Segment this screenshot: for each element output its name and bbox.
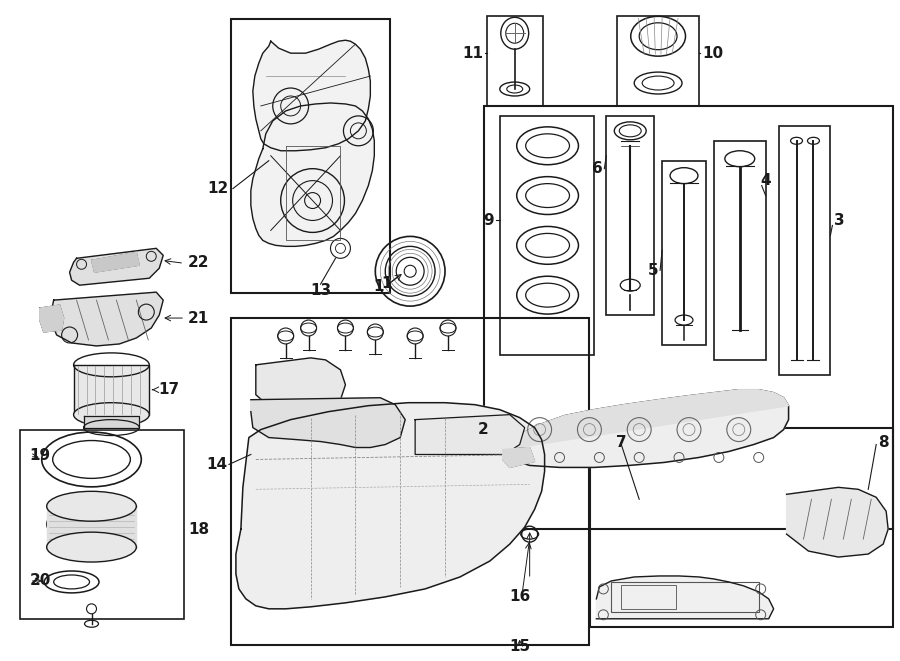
Text: 10: 10: [702, 46, 723, 61]
Bar: [617, 17, 699, 106]
Text: 19: 19: [30, 448, 51, 463]
Bar: [20, 430, 184, 619]
Bar: [231, 19, 391, 293]
Polygon shape: [74, 365, 149, 414]
Ellipse shape: [74, 403, 149, 426]
Ellipse shape: [47, 491, 136, 521]
Text: 1: 1: [381, 276, 392, 291]
Text: 17: 17: [158, 382, 179, 397]
Bar: [621, 585, 676, 609]
Polygon shape: [251, 398, 405, 447]
Polygon shape: [236, 403, 544, 609]
Text: 3: 3: [834, 213, 845, 228]
Polygon shape: [256, 358, 346, 412]
Polygon shape: [251, 103, 374, 247]
Bar: [611, 582, 759, 612]
Ellipse shape: [47, 532, 136, 562]
Text: 9: 9: [483, 213, 494, 228]
Polygon shape: [503, 447, 535, 467]
Polygon shape: [597, 576, 774, 619]
Text: 21: 21: [188, 311, 210, 326]
Polygon shape: [505, 390, 788, 467]
Text: 1: 1: [374, 279, 384, 293]
Bar: [500, 116, 594, 355]
Polygon shape: [84, 416, 140, 428]
Text: 18: 18: [188, 522, 209, 537]
Text: 20: 20: [30, 574, 51, 588]
Text: 2: 2: [478, 422, 489, 437]
Bar: [662, 161, 706, 345]
Polygon shape: [47, 506, 136, 547]
Text: 12: 12: [208, 181, 229, 196]
Polygon shape: [415, 414, 525, 455]
Polygon shape: [253, 40, 370, 151]
Text: 6: 6: [591, 161, 602, 176]
Text: 7: 7: [616, 435, 626, 450]
Text: 13: 13: [310, 283, 331, 297]
Polygon shape: [505, 390, 788, 449]
Text: 16: 16: [509, 590, 530, 604]
Text: 14: 14: [206, 457, 227, 472]
Polygon shape: [40, 305, 64, 332]
Polygon shape: [69, 249, 163, 285]
Text: 8: 8: [878, 435, 889, 450]
Bar: [590, 428, 893, 627]
Text: 15: 15: [509, 639, 530, 654]
Text: 4: 4: [760, 173, 771, 188]
Polygon shape: [787, 487, 888, 557]
Bar: [484, 106, 893, 529]
Bar: [231, 318, 590, 644]
Bar: [714, 141, 766, 360]
Bar: [487, 17, 543, 106]
Bar: [607, 116, 654, 315]
Polygon shape: [92, 253, 140, 272]
Text: 22: 22: [188, 254, 210, 270]
Polygon shape: [51, 292, 163, 346]
Text: 11: 11: [462, 46, 483, 61]
Text: 5: 5: [647, 263, 658, 278]
Bar: [778, 126, 831, 375]
